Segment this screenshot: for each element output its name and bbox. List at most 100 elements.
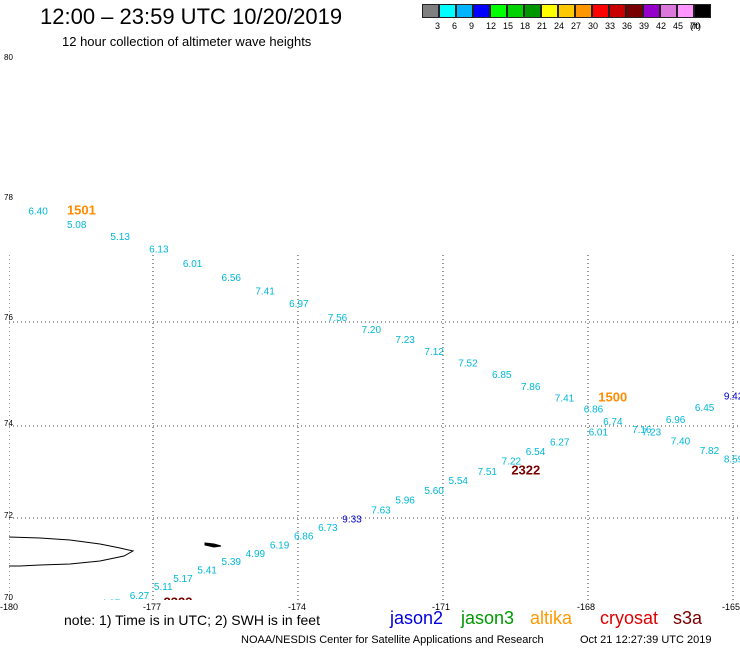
- color-swatch-5: [507, 4, 524, 18]
- color-swatch-11: [609, 4, 626, 18]
- wave-height-label: 7.52: [458, 359, 478, 370]
- color-swatch-4: [490, 4, 507, 18]
- wave-height-label: 9.42: [724, 391, 740, 402]
- color-scale-label: 42: [656, 21, 667, 31]
- wave-height-label: 4.37: [101, 598, 121, 600]
- color-swatch-7: [541, 4, 558, 18]
- graticule: [9, 255, 740, 600]
- wave-height-label: 6.74: [603, 417, 623, 428]
- wave-height-label: 5.13: [110, 232, 130, 243]
- wave-height-label: 6.13: [149, 245, 169, 256]
- wave-height-label: 6.85: [492, 370, 512, 381]
- color-swatch-9: [575, 4, 592, 18]
- pass-time-label: 2323: [164, 594, 193, 600]
- wave-height-label: 7.86: [521, 382, 541, 393]
- wave-height-label: 5.08: [67, 220, 87, 231]
- wave-height-label: 6.01: [589, 428, 609, 439]
- wave-height-label: 7.23: [395, 335, 415, 346]
- wave-height-label: 6.45: [695, 403, 715, 414]
- wave-height-label: 7.82: [700, 446, 720, 457]
- color-scale-label: 33: [605, 21, 616, 31]
- color-scale-label: 39: [639, 21, 650, 31]
- footnote: note: 1) Time is in UTC; 2) SWH is in fe…: [64, 612, 320, 628]
- lon-label-168: -168: [577, 602, 596, 612]
- lat-label-74: 74: [4, 419, 13, 428]
- wave-height-label: 6.56: [222, 273, 242, 284]
- wave-height-label: 6.96: [666, 415, 686, 426]
- timestamp-text: Oct 21 12:27:39 UTC 2019: [580, 634, 712, 646]
- herald-island-coastline: [204, 542, 222, 548]
- wave-height-label: 6.97: [289, 299, 309, 310]
- satellite-cryosat: cryosat: [600, 608, 659, 628]
- color-scale-labels: 3 6 9 12 15 18 21 24 27 30 33 36 39 42 45 70 (ft): [422, 21, 740, 35]
- wave-height-label: 7.41: [555, 394, 575, 405]
- color-swatch-12: [626, 4, 643, 18]
- wave-height-label: 6.54: [526, 447, 546, 458]
- wrangel-island-coastline: [9, 536, 135, 567]
- color-scale-label: 45: [673, 21, 684, 31]
- color-swatch-13: [643, 4, 660, 18]
- color-scale-label: 24: [554, 21, 565, 31]
- color-scale-label: 70: [690, 21, 701, 31]
- lat-label-70: 70: [4, 593, 13, 602]
- wave-height-label: 5.11: [154, 582, 173, 593]
- wave-height-label: 9.33: [342, 515, 362, 526]
- color-swatch-2: [456, 4, 473, 18]
- credit-text: NOAA/NESDIS Center for Satellite Applica…: [241, 634, 544, 646]
- wave-height-label: 7.51: [478, 467, 498, 478]
- wave-height-label: 6.27: [130, 591, 150, 600]
- color-scale-label: 9: [469, 21, 475, 31]
- wave-height-label: 7.23: [642, 428, 662, 439]
- color-scale-label: 21: [537, 21, 548, 31]
- lon-label-177: -177: [143, 602, 162, 612]
- altimeter-map: 6.40 1501 5.08 5.13 6.13 6.01 6.56 7.41 6.97 7.56…: [9, 203, 740, 600]
- wave-height-label: 6.73: [318, 523, 338, 534]
- color-scale-label: 30: [588, 21, 599, 31]
- color-swatch-1: [439, 4, 456, 18]
- wave-height-label: 8.59: [724, 454, 740, 465]
- satellite-jason3: jason3: [461, 608, 515, 628]
- lon-label-180: -180: [0, 602, 19, 612]
- wave-height-label: 6.27: [550, 437, 570, 448]
- wave-height-label: 4.99: [246, 549, 266, 560]
- lat-label-72: 72: [4, 511, 13, 520]
- wave-height-label: 5.41: [197, 565, 217, 576]
- wave-height-label: 7.41: [255, 287, 275, 298]
- color-scale-label: 27: [571, 21, 582, 31]
- color-swatch-6: [524, 4, 541, 18]
- wave-height-label: 6.01: [183, 259, 203, 270]
- wave-height-label: 7.40: [671, 436, 691, 447]
- color-scale-label: 3: [435, 21, 441, 31]
- wave-height-label: 6.86: [294, 532, 314, 543]
- color-scale: [422, 4, 711, 18]
- wave-height-label: 6.19: [270, 540, 290, 551]
- color-swatch-3: [473, 4, 490, 18]
- wave-height-label: 7.56: [328, 313, 348, 324]
- wave-height-label: 7.20: [362, 325, 382, 336]
- color-swatch-10: [592, 4, 609, 18]
- lon-label-165: -165: [722, 602, 740, 612]
- lat-label-78: 78: [4, 193, 13, 202]
- color-scale-label: 6: [452, 21, 458, 31]
- map-title: 12:00 – 23:59 UTC 10/20/2019: [40, 4, 343, 29]
- map-subtitle: 12 hour collection of altimeter wave hei…: [62, 34, 312, 49]
- color-scale-label: 12: [486, 21, 497, 31]
- lon-label-174: -174: [288, 602, 307, 612]
- color-swatch-15: [677, 4, 694, 18]
- color-swatch-0: [422, 4, 439, 18]
- wave-height-label: 5.39: [222, 557, 242, 568]
- satellite-s3a: s3a: [673, 608, 703, 628]
- wave-height-label: 7.12: [424, 347, 444, 358]
- wave-height-labels: 6.40 1501 5.08 5.13 6.13 6.01 6.56 7.41 6.97 7.56…: [28, 203, 740, 600]
- lat-label-80: 80: [4, 53, 13, 62]
- color-swatch-16: [694, 4, 711, 18]
- wave-height-label: 5.60: [424, 486, 444, 497]
- lat-label-76: 76: [4, 313, 13, 322]
- pass-time-label: 1500: [598, 390, 627, 405]
- color-swatch-8: [558, 4, 575, 18]
- wave-height-label: 5.54: [449, 476, 469, 487]
- wave-height-label: 7.16: [632, 425, 652, 436]
- wave-height-label: 7.63: [371, 505, 391, 516]
- wave-height-label: 6.86: [584, 404, 604, 415]
- wave-height-label: 6.40: [28, 207, 48, 218]
